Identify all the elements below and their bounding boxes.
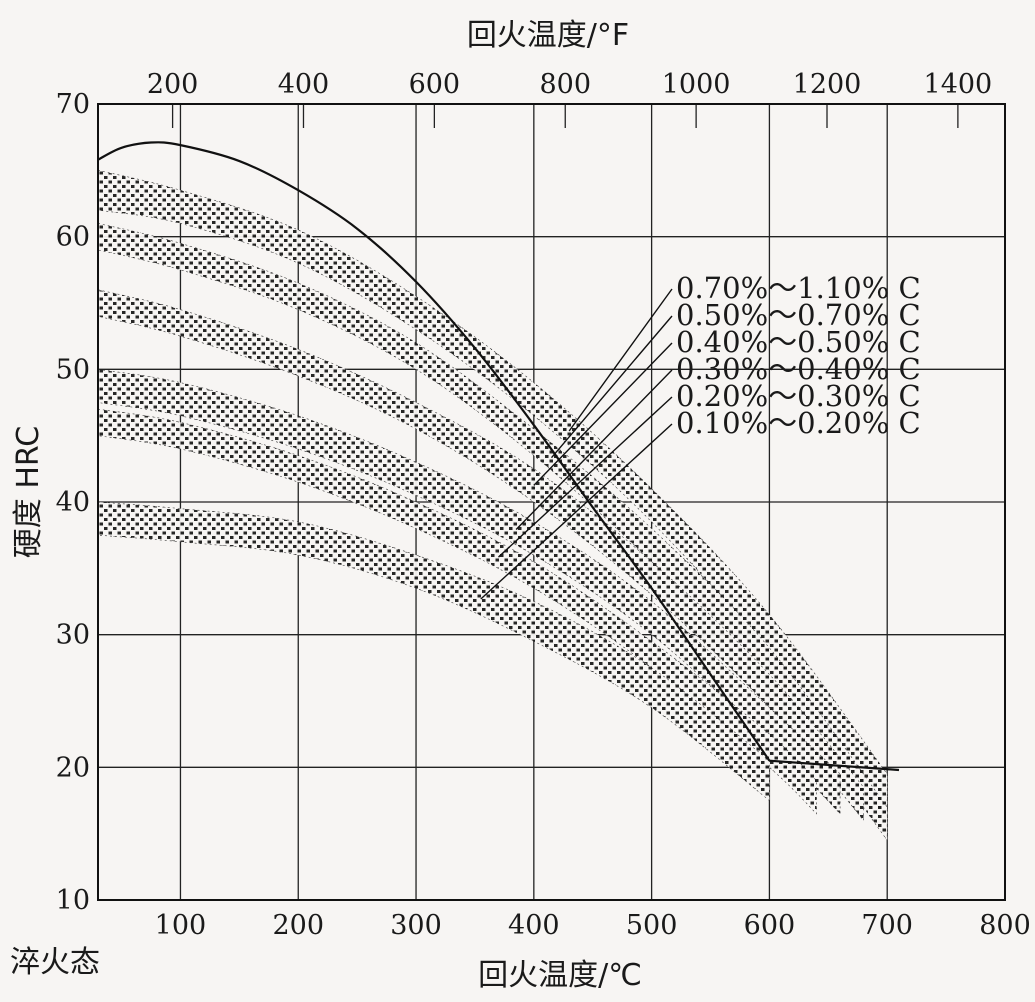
x-tick-label: 400 <box>508 910 560 941</box>
y-tick-label: 70 <box>56 89 90 120</box>
x-top-tick-label: 1200 <box>793 69 862 100</box>
x-tick-label: 600 <box>744 910 796 941</box>
x-tick-label: 300 <box>390 910 442 941</box>
leader-lines <box>480 288 673 600</box>
x-tick-label: 200 <box>272 910 324 941</box>
y-tick-label: 30 <box>56 620 90 651</box>
legend-label-4: 0.20%～0.30% C <box>676 379 921 413</box>
carbon-band-1 <box>97 223 888 842</box>
x-top-tick-label: 400 <box>278 69 330 100</box>
carbon-bands <box>97 169 888 842</box>
carbon-band-5 <box>97 501 770 802</box>
leader-line-1 <box>550 315 673 459</box>
y-tick-label: 60 <box>56 222 90 253</box>
legend-label-3: 0.30%～0.40% C <box>676 352 921 386</box>
y-axis-title: 硬度 HRC <box>11 426 46 558</box>
y-tick-label: 40 <box>56 487 90 518</box>
x-axis-top-title: 回火温度/°F <box>467 18 629 53</box>
plot-frame-group <box>97 103 1006 901</box>
plot-frame <box>97 103 1006 901</box>
legend-label-2: 0.40%～0.50% C <box>676 325 921 359</box>
x-tick-label: 100 <box>155 910 207 941</box>
leader-line-4 <box>498 396 673 558</box>
upper-bound-curve <box>97 141 771 762</box>
x-origin-label: 淬火态 <box>10 945 100 980</box>
leader-line-5 <box>480 423 673 600</box>
x-top-tick-label: 1400 <box>924 69 993 100</box>
upper-bound-curve-tail <box>769 759 900 772</box>
legend: 0.70%～1.10% C0.50%～0.70% C0.40%～0.50% C0… <box>676 271 921 440</box>
carbon-band-2 <box>97 289 864 822</box>
x-top-tick-label: 200 <box>147 69 199 100</box>
x-top-tick-label: 800 <box>539 69 591 100</box>
leader-line-2 <box>533 342 673 486</box>
x-tick-label: 700 <box>861 910 913 941</box>
x-top-tick-label: 600 <box>409 69 461 100</box>
leader-line-3 <box>515 369 673 531</box>
tick-labels: 100 200 300 400 500 600 700 800 10 20 30 40 50 60 70 20… <box>56 69 1031 941</box>
legend-label-5: 0.10%～0.20% C <box>676 406 921 440</box>
x-top-tick-label: 1000 <box>662 69 731 100</box>
x-axis-title: 回火温度/℃ <box>478 958 642 993</box>
carbon-band-3 <box>97 368 841 815</box>
upper-bound-curve-group <box>97 141 900 772</box>
y-tick-label: 10 <box>56 885 90 916</box>
legend-label-1: 0.50%～0.70% C <box>676 298 921 332</box>
y-tick-label: 50 <box>56 354 90 385</box>
leader-line-0 <box>568 288 673 432</box>
legend-label-0: 0.70%～1.10% C <box>676 271 921 305</box>
x-tick-label: 500 <box>626 910 678 941</box>
y-tick-label: 20 <box>56 752 90 783</box>
carbon-band-4 <box>97 408 817 815</box>
x-tick-label: 800 <box>979 910 1031 941</box>
